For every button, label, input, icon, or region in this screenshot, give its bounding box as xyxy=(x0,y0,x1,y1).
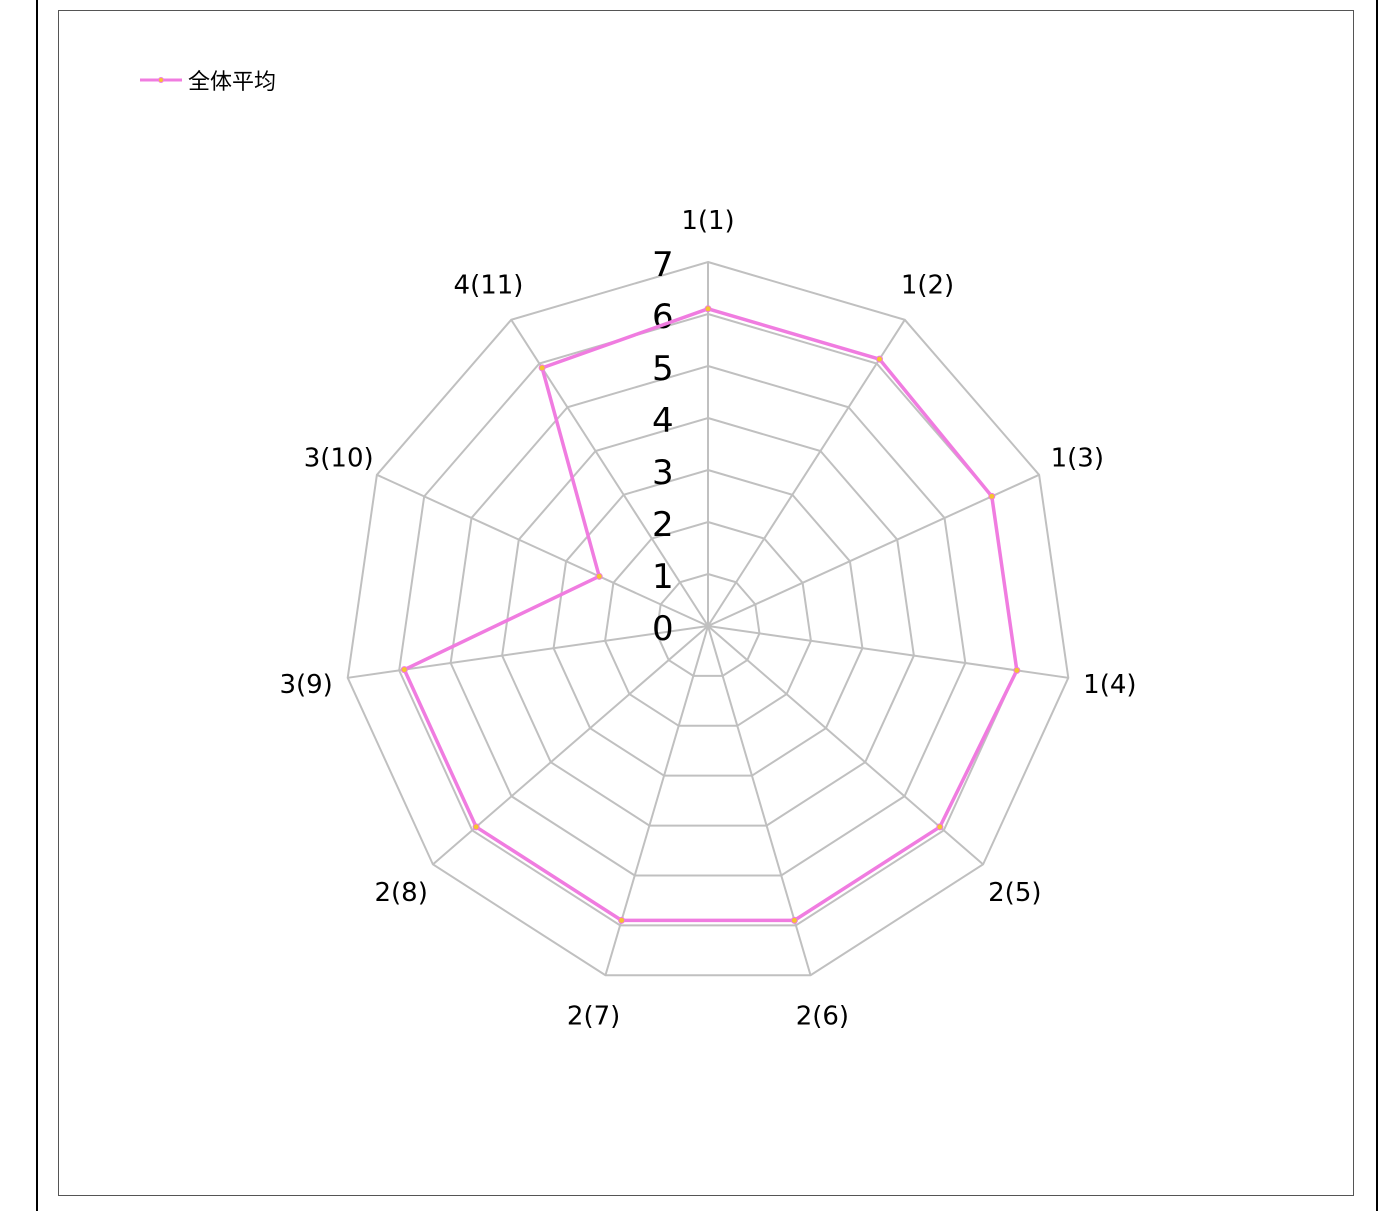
grid-layer xyxy=(346,260,1070,977)
tick-label: 7 xyxy=(652,245,674,285)
grid-spoke xyxy=(376,473,709,627)
data-point xyxy=(618,916,626,924)
tick-label: 0 xyxy=(652,609,674,649)
series-layer xyxy=(400,305,1021,924)
data-point xyxy=(790,916,798,924)
outer-border-left xyxy=(36,0,38,1211)
tick-label-layer: 0 1 2 3 4 5 6 7 xyxy=(652,245,674,649)
series-line xyxy=(402,307,1019,923)
tick-label: 5 xyxy=(652,349,674,389)
category-label: 2(8) xyxy=(374,878,427,908)
tick-label: 4 xyxy=(652,401,674,441)
data-point xyxy=(400,666,408,674)
grid-spoke xyxy=(707,625,1069,679)
data-point xyxy=(472,823,480,831)
tick-label: 1 xyxy=(652,557,674,597)
grid-ring xyxy=(501,416,915,827)
grid-spoke xyxy=(707,473,1040,627)
data-point xyxy=(988,492,996,500)
grid-ring xyxy=(346,260,1070,977)
legend-marker xyxy=(158,77,164,83)
data-point xyxy=(936,823,944,831)
axis-label-layer: 1(1) 1(2) 1(3) 1(4) 2(5) 2(6) 2(7) 2(8) 3(9) 3(10… xyxy=(279,206,1136,1032)
outer-border-right xyxy=(1376,0,1378,1211)
tick-label: 6 xyxy=(652,297,674,337)
category-label: 2(7) xyxy=(567,1002,620,1032)
legend: 全体平均 xyxy=(140,70,276,95)
data-point xyxy=(538,364,546,372)
category-label: 1(1) xyxy=(681,206,734,236)
category-label: 1(4) xyxy=(1083,670,1136,700)
grid-ring xyxy=(655,572,761,677)
category-label: 2(5) xyxy=(988,878,1041,908)
grid-ring xyxy=(552,468,864,777)
data-point xyxy=(1013,666,1021,674)
category-label: 4(11) xyxy=(454,270,524,300)
data-point xyxy=(595,572,603,580)
tick-label: 2 xyxy=(652,505,674,545)
grid-ring xyxy=(604,520,812,727)
tick-label: 3 xyxy=(652,453,674,493)
data-point xyxy=(875,355,883,363)
legend-label: 全体平均 xyxy=(188,70,276,95)
chart-area-frame xyxy=(58,10,1354,1196)
category-label: 1(3) xyxy=(1051,443,1104,473)
category-label: 3(10) xyxy=(304,443,374,473)
category-label: 1(2) xyxy=(901,270,954,300)
grid-spoke xyxy=(707,319,906,627)
data-point xyxy=(704,305,712,313)
category-label: 2(6) xyxy=(796,1002,849,1032)
category-label: 3(9) xyxy=(279,670,332,700)
grid-ring xyxy=(449,364,967,877)
